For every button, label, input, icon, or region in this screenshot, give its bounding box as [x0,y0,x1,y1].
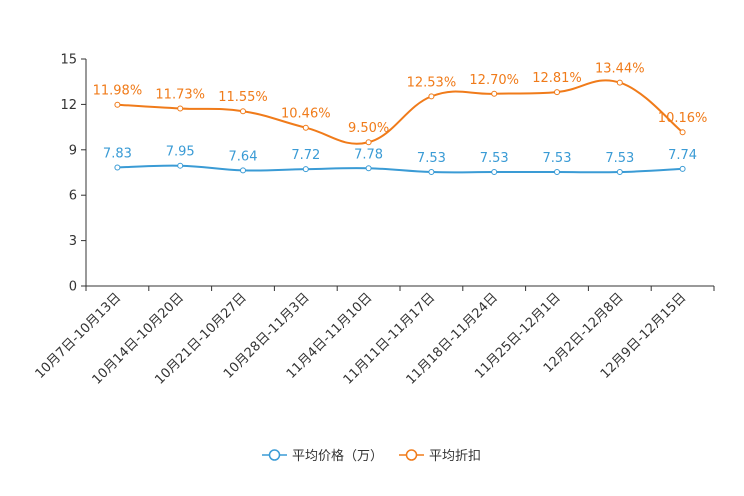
data-point[interactable] [491,169,498,176]
series-avg-price: 7.83 7.95 7.64 7.72 7.78 7.53 7.53 7.53 7.53 7.74 [103,145,697,176]
data-label: 12.70% [469,73,519,88]
data-label: 13.44% [595,62,645,77]
data-point[interactable] [365,165,372,172]
data-label: 7.95 [166,145,195,160]
data-label: 7.53 [605,151,634,166]
legend-label: 平均价格（万） [292,448,383,464]
y-tick-label: 15 [60,53,77,68]
chart-series: 7.83 7.95 7.64 7.72 7.78 7.53 7.53 7.53 7.53 7.74… [93,62,708,176]
data-point[interactable] [428,169,435,176]
data-label: 11.55% [218,90,268,105]
data-point[interactable] [616,169,623,176]
data-point[interactable] [679,129,686,136]
data-point[interactable] [114,101,121,108]
series-line [117,164,683,174]
legend-item-avg-price[interactable]: 平均价格（万） [262,448,383,464]
data-label: 7.53 [480,151,509,166]
data-label: 12.53% [407,75,457,90]
chart-axes: 0369121510月7日-10月13日10月14日-10月20日10月21日-… [33,53,715,388]
data-label: 7.74 [668,148,697,163]
legend-label: 平均折扣 [429,449,481,464]
y-tick-label: 12 [60,98,77,113]
legend-marker-icon [268,449,281,461]
data-point[interactable] [302,166,309,173]
data-point[interactable] [240,108,246,115]
data-point[interactable] [554,169,560,176]
y-tick-label: 9 [69,143,77,158]
data-label: 7.83 [103,147,132,162]
data-point[interactable] [428,93,435,100]
data-label: 7.72 [291,148,320,163]
series-avg-discount: 11.98% 11.73% 11.55% 10.46% 9.50% 12.53% 12.70… [93,62,708,146]
data-point[interactable] [491,90,498,97]
y-tick-label: 6 [69,189,77,204]
data-label: 7.53 [543,151,572,166]
y-tick-label: 0 [69,280,77,295]
data-point[interactable] [679,165,686,172]
data-label: 7.53 [417,151,446,166]
data-label: 11.73% [155,87,205,102]
data-point[interactable] [177,105,184,112]
data-label: 11.98% [93,84,143,99]
data-point[interactable] [240,167,246,174]
data-label: 7.78 [354,147,383,162]
data-point[interactable] [302,124,309,131]
legend-marker-icon [405,449,418,461]
data-point[interactable] [554,89,560,96]
data-point[interactable] [114,164,121,171]
data-label: 12.81% [532,71,582,86]
data-point[interactable] [616,79,623,86]
data-label: 7.64 [229,149,258,164]
data-label: 10.16% [658,111,708,126]
data-label: 10.46% [281,107,331,122]
data-point[interactable] [177,162,184,169]
data-point[interactable] [365,139,372,146]
legend-item-avg-discount[interactable]: 平均折扣 [399,449,481,464]
chart-legend[interactable]: 平均价格（万） 平均折扣 [262,448,481,464]
series-line [117,79,684,145]
y-tick-label: 3 [69,234,77,249]
data-label: 9.50% [348,121,389,136]
